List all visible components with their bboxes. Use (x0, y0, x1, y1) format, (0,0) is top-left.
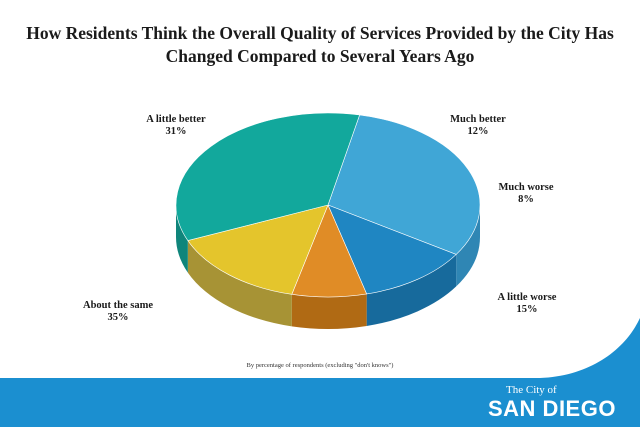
slice-value-a-little-better: 31% (166, 126, 187, 137)
logo-small-text: The City of (506, 384, 557, 396)
slice-value-much-better: 12% (468, 126, 489, 137)
slice-label-a-little-worse: A little worse (498, 292, 557, 303)
pie-slice-much-better (327, 204, 457, 295)
chart-title-line-1: How Residents Think the Overall Quality … (26, 23, 614, 43)
slice-label-much-better: Much better (450, 114, 506, 125)
footer-band-shape (0, 318, 640, 427)
pie-side-much-better (366, 254, 457, 326)
city-logo: The City of SAN DIEGO (488, 384, 618, 421)
slice-label-a-little-better: A little better (146, 114, 206, 125)
slice-label-much-worse: Much worse (498, 182, 553, 193)
pie-side-a-little-worse (187, 240, 292, 327)
slice-value-a-little-worse: 15% (517, 304, 538, 315)
pie-side-much-worse (291, 293, 367, 330)
chart-footnote: By percentage of respondents (excluding … (246, 362, 394, 369)
chart-title: How Residents Think the Overall Quality … (0, 22, 640, 68)
pie-side-a-little-better (456, 205, 480, 287)
pie-slice-about-the-same (175, 112, 361, 241)
pie-slice-a-little-worse (187, 204, 329, 295)
slice-value-about-the-same: 35% (108, 312, 129, 323)
slice-value-much-worse: 8% (518, 194, 534, 205)
pie-sides (176, 205, 480, 330)
logo-big-text: SAN DIEGO (488, 396, 616, 421)
chart-title-line-2: Changed Compared to Several Years Ago (165, 46, 475, 66)
pie-side-about-the-same (176, 205, 188, 273)
pie-tops (175, 112, 481, 298)
slice-label-about-the-same: About the same (83, 300, 153, 311)
